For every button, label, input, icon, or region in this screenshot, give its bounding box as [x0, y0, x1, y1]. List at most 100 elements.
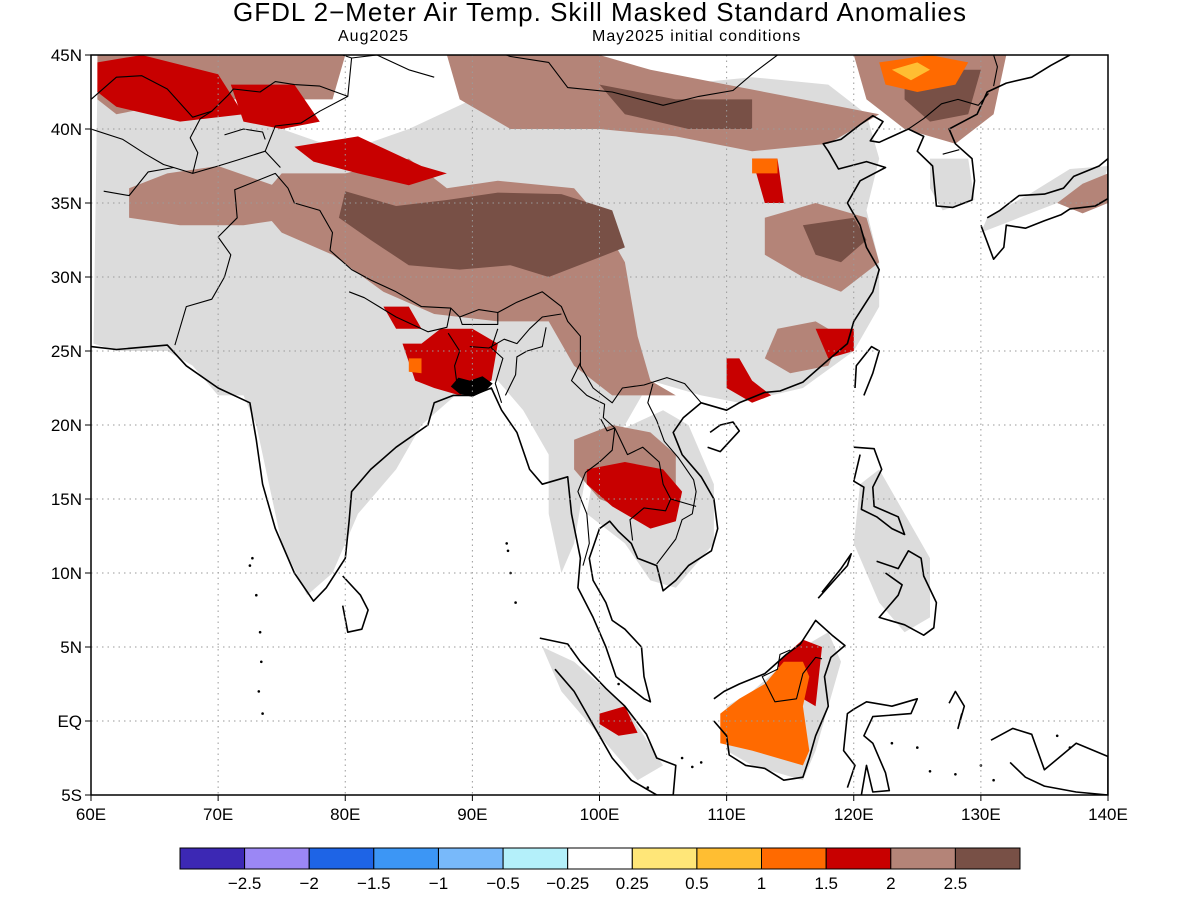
coastline: [341, 575, 369, 633]
island: [1068, 746, 1072, 749]
lat-tick-label: 30N: [51, 268, 82, 287]
national-border: [91, 75, 348, 118]
island: [514, 601, 517, 604]
coastline: [853, 446, 906, 536]
region-guangxi-red: [726, 358, 772, 403]
colorbar-label: −2.5: [228, 874, 262, 893]
national-border: [189, 110, 213, 174]
colorbar-label: −0.25: [546, 874, 589, 893]
lon-tick-label: 130E: [961, 805, 1001, 824]
island: [251, 556, 254, 560]
colorbar-swatch: [308, 847, 375, 870]
colorbar-swatch: [179, 847, 246, 870]
lat-tick-label: 25N: [51, 342, 82, 361]
region-korea-gray: [930, 158, 975, 211]
forecast-month: Aug2025: [338, 28, 410, 45]
coastline: [980, 157, 1108, 260]
coastline: [539, 637, 677, 795]
map-title: GFDL 2−Meter Air Temp. Skill Masked Stan…: [233, 0, 967, 27]
lat-tick-label: 10N: [51, 564, 82, 583]
initial-conditions: May2025 initial conditions: [592, 28, 802, 45]
colorbar-label: −0.5: [486, 874, 520, 893]
region-sumatra-red: [599, 706, 638, 736]
island: [505, 542, 509, 545]
lon-tick-label: 110E: [707, 805, 745, 824]
colorbar-swatch: [890, 847, 956, 870]
coastline: [842, 698, 919, 795]
colorbar-swatch: [502, 847, 569, 870]
national-border: [348, 291, 452, 333]
lat-tick-label: 15N: [51, 490, 82, 509]
island: [699, 761, 703, 764]
region-central-asia-gray: [93, 77, 880, 596]
national-border: [614, 427, 672, 541]
colorbar-swatch: [373, 847, 439, 870]
region-ne-china-orange: [879, 55, 969, 92]
graticule: [91, 55, 1108, 795]
region-japan-mid: [1057, 173, 1108, 214]
colorbar-swatch: [244, 847, 310, 870]
coastlines: [91, 55, 1108, 795]
colorbar-swatch: [696, 847, 763, 870]
region-bangladesh-orange: [408, 358, 422, 374]
national-border: [504, 327, 547, 396]
national-border: [459, 312, 499, 325]
island: [617, 682, 620, 686]
region-kazakh-red: [97, 55, 244, 122]
coastline: [713, 619, 846, 781]
lon-tick-label: 90E: [457, 805, 487, 824]
island: [916, 746, 919, 749]
colorbar-swatch: [438, 847, 504, 870]
coastline: [876, 550, 938, 636]
lat-tick-label: EQ: [57, 712, 82, 731]
island: [257, 690, 261, 693]
region-tarim-red: [294, 136, 447, 186]
colorbar-label: 1: [757, 874, 766, 893]
region-east-china-high: [802, 217, 867, 263]
lon-tick-label: 80E: [330, 805, 360, 824]
colorbar-swatch: [761, 847, 827, 870]
national-border: [224, 128, 266, 140]
island: [254, 593, 258, 597]
coastline: [854, 345, 880, 396]
colorbar-label: 0.5: [685, 874, 709, 893]
region-bangladesh-red: [402, 328, 498, 396]
region-fergana-red: [230, 84, 320, 129]
island: [258, 630, 262, 634]
colorbar-swatch: [954, 847, 1021, 870]
colorbar: −2.5 −2 −1.5 −1 −0.5 −0.25 0.25 0.5 1 1.5 2 2.5: [179, 847, 1021, 893]
national-border: [91, 128, 174, 169]
lat-tick-label: 5S: [61, 786, 82, 805]
coastline: [91, 55, 1071, 703]
lat-tick-label: 35N: [51, 194, 82, 213]
island: [680, 756, 684, 760]
national-border: [647, 383, 697, 565]
region-thai-red: [586, 462, 683, 529]
island: [954, 773, 957, 776]
coastline: [990, 727, 1108, 795]
region-philippines-gray: [853, 469, 930, 633]
coastline: [707, 421, 741, 453]
region-borneo-orange: [720, 661, 810, 766]
national-border: [490, 328, 504, 403]
region-fujian-red: [815, 328, 854, 359]
lat-tick-label: 40N: [51, 120, 82, 139]
lon-tick-label: 140E: [1088, 805, 1128, 824]
island: [506, 549, 510, 553]
region-tibet-high: [338, 191, 625, 277]
colorbar-label: 0.25: [616, 874, 649, 893]
ganges-delta: [450, 376, 493, 397]
island: [260, 660, 263, 664]
national-border: [174, 172, 702, 404]
island: [261, 712, 264, 715]
colorbar-label: 1.5: [814, 874, 838, 893]
axis-ticks: 60E 70E 80E 90E 100E 110E 120E 130E 140E 45N 40N 35…: [51, 46, 1128, 824]
national-border: [504, 55, 803, 106]
lon-tick-label: 70E: [203, 805, 233, 824]
region-gansu-orange: [752, 158, 778, 174]
region-nepal-red: [383, 306, 422, 329]
colorbar-swatch: [825, 847, 892, 870]
lon-tick-label: 60E: [76, 805, 106, 824]
national-border: [761, 649, 823, 703]
